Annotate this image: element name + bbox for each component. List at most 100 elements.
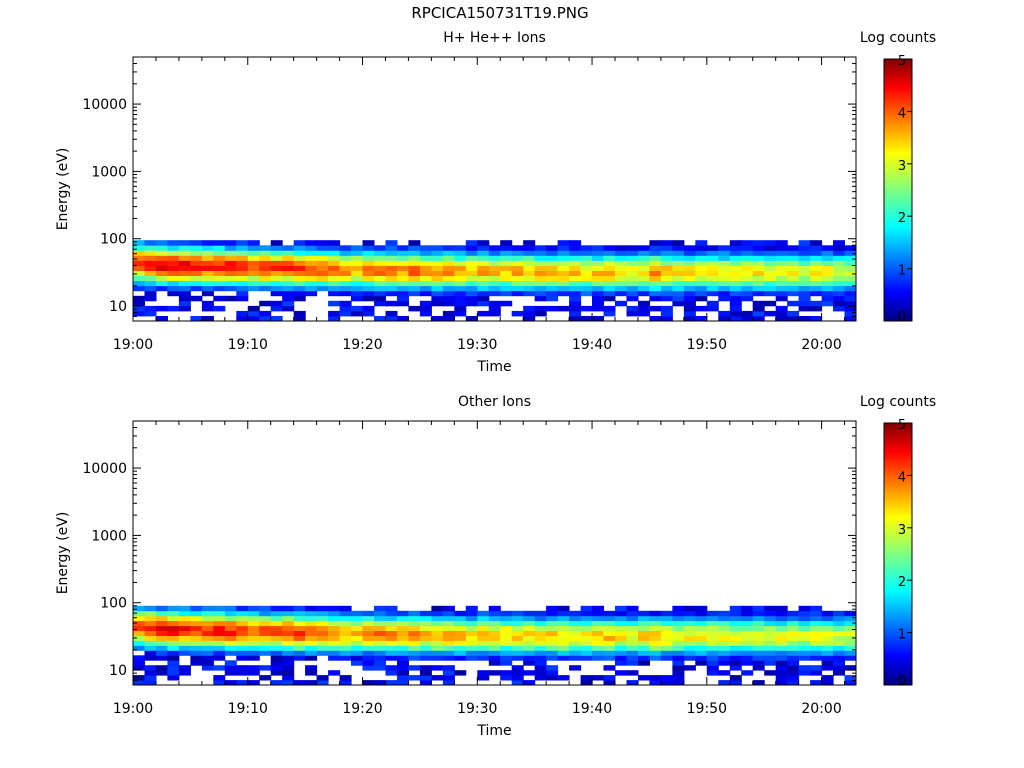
heatmap-cell [408,610,421,617]
heatmap-cell [465,625,478,631]
heatmap-cell [706,260,719,266]
heatmap-cell [224,615,237,622]
heatmap-cell [305,640,318,646]
heatmap-cell [592,650,604,656]
heatmap-cell [247,610,260,617]
heatmap-cell [718,640,731,646]
heatmap-cell [282,275,295,282]
heatmap-cell [247,680,260,686]
heatmap-cell [810,255,823,261]
heatmap-cell [339,675,352,681]
heatmap-cell [638,650,650,656]
heatmap-cell [741,640,754,646]
heatmap-cell [592,316,604,322]
heatmap-cell [833,650,845,656]
heatmap-cell [534,645,547,651]
heatmap-cell [787,290,800,297]
heatmap-cell [821,265,834,271]
heatmap-cell [775,680,788,686]
heatmap-cell [385,245,398,251]
heatmap-cell [523,280,536,287]
heatmap-cell [144,250,157,256]
heatmap-cell [741,605,754,612]
heatmap-cell [683,275,696,282]
heatmap-cell [511,250,524,256]
heatmap-cell [649,285,662,292]
heatmap-cell [339,630,352,636]
heatmap-cell [638,630,650,636]
heatmap-cell [362,680,375,686]
heatmap-cell [316,620,329,627]
heatmap-cell [695,295,708,302]
heatmap-cell [477,640,490,646]
heatmap-cell [638,300,650,307]
heatmap-cell [764,250,777,256]
heatmap-cell [213,680,226,686]
heatmap-cell [569,645,582,651]
heatmap-cell [764,650,777,656]
heatmap-cell [775,310,788,317]
heatmap-cell [752,615,765,622]
heatmap-cell [500,265,513,271]
heatmap-cell [282,650,295,656]
heatmap-cell [741,280,754,287]
heatmap-cell [500,280,513,287]
heatmap-cell [178,300,191,307]
heatmap-cell [419,630,432,636]
heatmap-cell [592,615,604,622]
heatmap-cell [236,630,249,636]
heatmap-cell [729,630,742,636]
heatmap-cell [683,665,696,671]
heatmap-cell [362,240,375,246]
heatmap-cell [695,640,708,646]
heatmap-cell [638,305,650,312]
heatmap-cell [775,305,788,312]
heatmap-cell [569,630,582,636]
heatmap-cell [454,270,467,276]
heatmap-cell [557,625,570,631]
heatmap-cell [442,245,455,251]
heatmap-cell [133,265,145,271]
heatmap-cell [523,245,536,251]
heatmap-cell [293,240,306,246]
heatmap-cell [603,310,616,317]
y-tick-label: 1000 [91,164,127,180]
heatmap-cell [638,290,650,297]
heatmap-cell [546,285,559,292]
heatmap-cell [431,280,444,287]
heatmap-cell [752,316,765,322]
heatmap-cell [454,250,467,256]
heatmap-cell [718,630,731,636]
heatmap-cell [488,645,501,651]
heatmap-cell [511,680,524,686]
heatmap-cell [144,620,157,627]
heatmap-cell [339,250,352,256]
heatmap-cell [787,620,800,627]
heatmap-cell [316,610,329,617]
heatmap-cell [741,275,754,282]
heatmap-cell [362,270,375,276]
heatmap-cell [328,630,341,636]
heatmap-cell [328,265,341,271]
heatmap-cell [649,245,662,251]
heatmap-cell [511,675,524,681]
heatmap-cell [477,285,490,292]
heatmap-cell [270,300,283,307]
heatmap-cell [706,265,719,271]
heatmap-cell [201,316,214,322]
heatmap-cell [167,245,180,251]
heatmap-cell [844,255,857,261]
heatmap-cell [534,275,547,282]
heatmap-cell [821,655,834,661]
heatmap-cell [660,285,673,292]
heatmap-cell [660,265,673,271]
heatmap-cell [592,675,604,681]
heatmap-cell [144,640,157,646]
heatmap-cell [293,245,306,251]
heatmap-cell [683,265,696,271]
heatmap-cell [144,680,157,686]
heatmap-cell [247,635,260,641]
heatmap-cell [362,310,375,317]
heatmap-cell [764,630,777,636]
